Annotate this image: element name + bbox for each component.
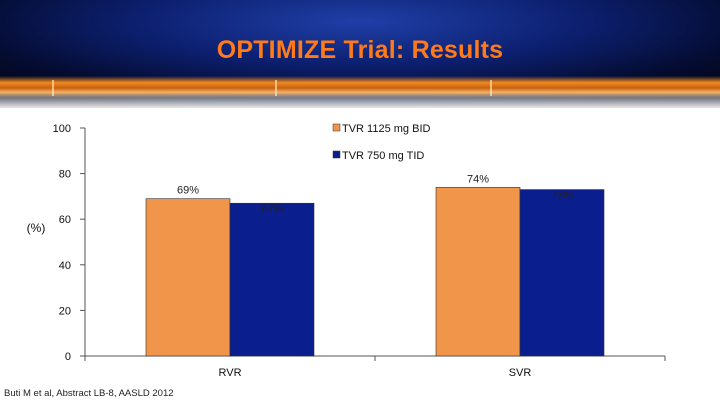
bar xyxy=(145,198,231,357)
legend-label: TVR 1125 mg BID xyxy=(342,123,430,135)
y-tick-label: 40 xyxy=(59,260,71,272)
chart-bars: 69% 67% 74% 73% xyxy=(145,173,605,357)
y-axis-label: (%) xyxy=(27,221,46,235)
y-tick-label: 0 xyxy=(65,351,71,363)
header-fade xyxy=(0,88,720,110)
legend-swatch xyxy=(332,150,341,159)
bar xyxy=(519,189,605,357)
footnote: Buti M et al, Abstract LB-8, AASLD 2012 xyxy=(4,388,174,399)
data-label: 67% xyxy=(261,203,283,215)
legend-label: TVR 750 mg TID xyxy=(342,150,424,162)
legend-swatch xyxy=(332,123,341,132)
data-label: 73% xyxy=(551,190,573,202)
y-tick-label: 80 xyxy=(59,169,71,181)
data-label: 74% xyxy=(467,173,489,185)
y-tick-label: 100 xyxy=(53,123,71,135)
bar xyxy=(435,186,521,357)
y-tick-label: 20 xyxy=(59,305,71,317)
y-tick-label: 60 xyxy=(59,214,71,226)
bar xyxy=(229,202,315,357)
x-tick-label: RVR xyxy=(218,367,241,379)
data-label: 69% xyxy=(177,185,199,197)
x-tick-label: SVR xyxy=(509,367,532,379)
slide-title: OPTIMIZE Trial: Results xyxy=(216,36,504,64)
chart-legend: TVR 1125 mg BID TVR 750 mg TID xyxy=(332,123,430,162)
